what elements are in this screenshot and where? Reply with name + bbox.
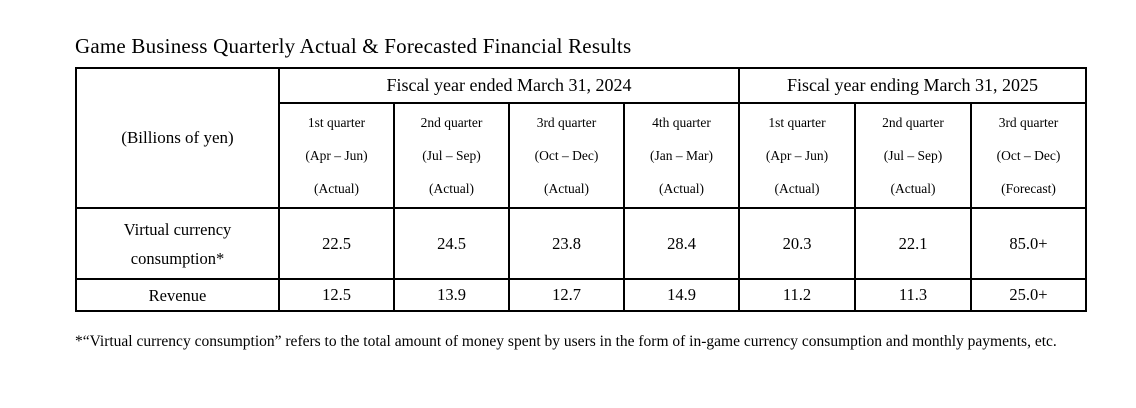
quarter-name: 1st quarter: [768, 115, 826, 130]
quarter-header-q2-fy2025: 2nd quarter (Jul – Sep) (Actual): [854, 102, 972, 209]
value-cell: 11.3: [854, 278, 972, 312]
value-cell: 22.1: [854, 207, 972, 280]
value-cell: 28.4: [623, 207, 740, 280]
quarter-header-q4-fy2024: 4th quarter (Jan – Mar) (Actual): [623, 102, 740, 209]
value-cell: 12.5: [278, 278, 395, 312]
quarter-header-q3-fy2024: 3rd quarter (Oct – Dec) (Actual): [508, 102, 625, 209]
row-label-virtual-currency: Virtual currency consumption*: [75, 207, 280, 280]
quarter-header-q1-fy2024: 1st quarter (Apr – Jun) (Actual): [278, 102, 395, 209]
revenue-row: Revenue 12.5 13.9 12.7 14.9 11.2 11.3 25…: [75, 278, 1087, 312]
quarter-status: (Forecast): [1001, 181, 1056, 196]
quarter-months: (Apr – Jun): [765, 148, 829, 163]
value-cell: 22.5: [278, 207, 395, 280]
quarter-status: (Actual): [890, 181, 936, 196]
quarter-status: (Actual): [544, 181, 589, 196]
value-cell: 24.5: [393, 207, 510, 280]
quarter-status: (Actual): [659, 181, 704, 196]
quarter-name: 2nd quarter: [882, 115, 944, 130]
quarter-name: 3rd quarter: [536, 115, 597, 130]
fy-2024-header-cell: Fiscal year ended March 31, 2024: [278, 67, 740, 104]
value-cell: 23.8: [508, 207, 625, 280]
quarter-name: 1st quarter: [307, 115, 366, 130]
quarter-name: 4th quarter: [652, 115, 711, 130]
quarter-header-q1-fy2025: 1st quarter (Apr – Jun) (Actual): [738, 102, 856, 209]
value-cell: 13.9: [393, 278, 510, 312]
fiscal-year-header-row: (Billions of yen) Fiscal year ended Marc…: [75, 67, 1087, 209]
row-label-revenue: Revenue: [75, 278, 280, 312]
financial-results-table: (Billions of yen) Fiscal year ended Marc…: [75, 67, 1087, 312]
quarter-months: (Oct – Dec): [534, 148, 599, 163]
quarter-months: (Jan – Mar): [650, 148, 713, 163]
value-cell: 14.9: [623, 278, 740, 312]
virtual-currency-row: Virtual currency consumption* 22.5 24.5 …: [75, 207, 1087, 280]
quarter-months: (Oct – Dec): [996, 148, 1061, 163]
quarter-months: (Jul – Sep): [883, 148, 943, 163]
quarter-months: (Apr – Jun): [305, 148, 368, 163]
quarter-name: 3rd quarter: [998, 115, 1059, 130]
value-cell: 11.2: [738, 278, 856, 312]
unit-label-cell: (Billions of yen): [75, 67, 280, 209]
fy-2025-header-cell: Fiscal year ending March 31, 2025: [738, 67, 1087, 104]
quarter-status: (Actual): [429, 181, 474, 196]
quarter-header-q3-fy2025: 3rd quarter (Oct – Dec) (Forecast): [970, 102, 1087, 209]
value-cell: 12.7: [508, 278, 625, 312]
quarter-header-q2-fy2024: 2nd quarter (Jul – Sep) (Actual): [393, 102, 510, 209]
quarter-status: (Actual): [314, 181, 359, 196]
quarter-status: (Actual): [774, 181, 820, 196]
value-cell: 20.3: [738, 207, 856, 280]
quarter-name: 2nd quarter: [420, 115, 483, 130]
value-cell: 25.0+: [970, 278, 1087, 312]
quarter-months: (Jul – Sep): [422, 148, 481, 163]
footnote: *“Virtual currency consumption” refers t…: [75, 333, 1057, 350]
value-cell: 85.0+: [970, 207, 1087, 280]
page-title: Game Business Quarterly Actual & Forecas…: [75, 34, 632, 58]
quarter-header-row: 1st quarter (Apr – Jun) (Actual) 2nd qua…: [76, 102, 1087, 209]
